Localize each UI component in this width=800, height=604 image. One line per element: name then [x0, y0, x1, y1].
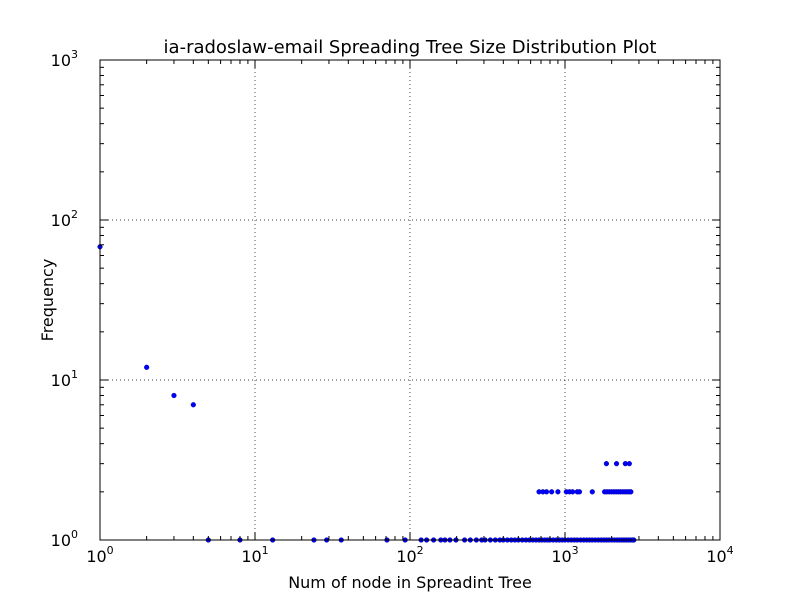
grid-lines [100, 60, 720, 540]
x-tick-label: 102 [396, 544, 423, 566]
data-point [144, 364, 150, 370]
chart-title: ia-radoslaw-email Spreading Tree Size Di… [164, 37, 657, 58]
data-point [628, 489, 634, 495]
data-point [543, 489, 550, 495]
data-points [97, 244, 637, 543]
x-tick-label: 103 [551, 544, 578, 566]
x-tick-label: 101 [241, 544, 268, 566]
data-point [570, 489, 576, 495]
x-tick-label: 100 [86, 544, 113, 566]
y-tick-label: 100 [51, 528, 78, 550]
y-axis-label: Frequency [38, 259, 57, 342]
y-tick-label: 103 [51, 48, 78, 70]
axis-ticks [99, 59, 721, 541]
data-point [603, 461, 610, 467]
y-tick-label: 101 [51, 368, 78, 390]
data-point [190, 402, 196, 408]
data-point [589, 489, 595, 495]
x-axis-label: Num of node in Spreadint Tree [288, 573, 532, 592]
y-tick-label: 102 [51, 208, 78, 230]
tick-labels: 100 101 102 103 104 100 101 102 103 [51, 48, 734, 566]
data-point [613, 461, 620, 467]
data-point [549, 489, 555, 495]
data-point [576, 489, 583, 495]
data-point [626, 461, 632, 467]
data-point [171, 392, 177, 399]
x-tick-label: 104 [706, 544, 733, 566]
data-point [555, 489, 561, 495]
